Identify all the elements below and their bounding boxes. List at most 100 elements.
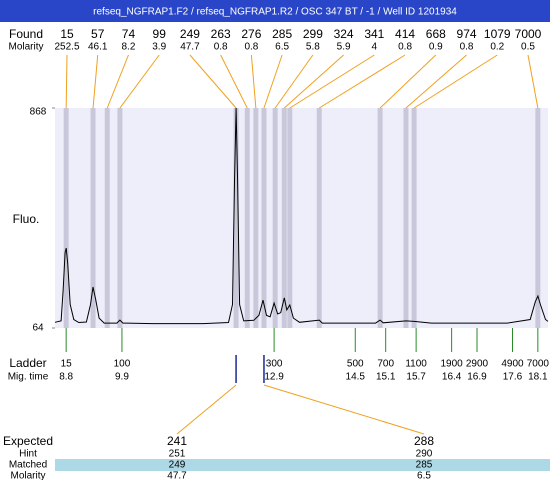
hint-label: Hint xyxy=(19,449,37,460)
found-size: 341 xyxy=(364,27,384,41)
found-molarity: 8.2 xyxy=(122,42,136,53)
expected-hint: 290 xyxy=(416,449,433,460)
ladder-time: 15.7 xyxy=(406,372,426,383)
found-molarity: 47.7 xyxy=(180,42,200,53)
found-size: 263 xyxy=(211,27,231,41)
expected-matched: 285 xyxy=(416,460,433,471)
found-molarity: 0.8 xyxy=(214,42,228,53)
peak-band xyxy=(281,108,287,328)
y-tick-label: 868 xyxy=(30,107,47,118)
peak-connector xyxy=(527,54,539,109)
mig-time-label: Mig. time xyxy=(8,372,49,383)
expected-size: 288 xyxy=(414,434,434,448)
peak-band xyxy=(253,108,259,328)
peak-band xyxy=(411,108,417,328)
found-molarity: 0.8 xyxy=(460,42,474,53)
peak-band xyxy=(244,108,250,328)
match-connector xyxy=(263,384,425,435)
peak-connector xyxy=(106,54,129,109)
matched-label: Matched xyxy=(9,460,47,471)
peak-band xyxy=(63,108,69,328)
expected-size: 241 xyxy=(167,434,187,448)
plot-area xyxy=(55,108,548,328)
ladder-label: Ladder xyxy=(9,356,46,370)
ladder-time: 16.9 xyxy=(467,372,487,383)
ladder-time: 16.4 xyxy=(442,372,462,383)
peak-connector xyxy=(274,54,314,109)
peak-connector xyxy=(250,54,257,109)
ladder-size: 700 xyxy=(377,359,394,370)
ladder-time: 17.6 xyxy=(503,372,523,383)
peak-band xyxy=(377,108,383,328)
ladder-size: 1100 xyxy=(405,359,427,370)
found-size: 299 xyxy=(303,27,323,41)
expected-matched: 249 xyxy=(169,460,186,471)
peak-connector xyxy=(220,54,248,109)
matched-row xyxy=(55,459,550,471)
found-size: 7000 xyxy=(515,27,542,41)
found-size: 324 xyxy=(334,27,354,41)
peak-band xyxy=(287,108,293,328)
found-molarity: 0.9 xyxy=(429,42,443,53)
peak-band xyxy=(535,108,541,328)
found-label: Found xyxy=(9,27,43,41)
ladder-size: 1900 xyxy=(441,359,464,370)
found-molarity: 0.8 xyxy=(398,42,412,53)
found-size: 414 xyxy=(395,27,415,41)
ladder-size: 300 xyxy=(266,359,283,370)
found-molarity: 0.8 xyxy=(244,42,258,53)
peak-band xyxy=(233,108,239,328)
ladder-size: 7000 xyxy=(527,359,550,370)
peak-connector xyxy=(65,54,68,109)
ladder-size: 100 xyxy=(114,359,131,370)
peak-band xyxy=(261,108,267,328)
peak-band xyxy=(272,108,278,328)
expected-label: Expected xyxy=(3,434,53,448)
found-molarity: 0.5 xyxy=(521,42,535,53)
found-size: 57 xyxy=(91,27,105,41)
ladder-time: 8.8 xyxy=(59,372,73,383)
peak-connector xyxy=(405,54,467,109)
found-size: 249 xyxy=(180,27,200,41)
y-tick-label: 64 xyxy=(32,323,44,334)
y-axis-label: Fluo. xyxy=(13,212,40,226)
found-molarity: 4 xyxy=(372,42,378,53)
peak-connector xyxy=(92,54,99,109)
ladder-size: 2900 xyxy=(466,359,489,370)
found-size: 1079 xyxy=(484,27,511,41)
found-size: 285 xyxy=(272,27,292,41)
chart-title: refseq_NGFRAP1.F2 / refseq_NGFRAP1.R2 / … xyxy=(93,7,457,18)
found-molarity: 6.5 xyxy=(275,42,289,53)
found-molarity: 46.1 xyxy=(88,42,108,53)
peak-band xyxy=(117,108,123,328)
found-size: 74 xyxy=(122,27,136,41)
peak-connector xyxy=(318,54,406,109)
ladder-time: 18.1 xyxy=(528,372,548,383)
ladder-time: 14.5 xyxy=(346,372,366,383)
found-molarity: 5.8 xyxy=(306,42,320,53)
ladder-time: 12.9 xyxy=(264,372,284,383)
ladder-time: 9.9 xyxy=(115,372,129,383)
peak-connector xyxy=(283,54,344,109)
ladder-size: 4900 xyxy=(501,359,524,370)
peak-connector xyxy=(289,54,375,109)
found-molarity: 0.2 xyxy=(490,42,504,53)
peak-band xyxy=(104,108,110,328)
found-size: 668 xyxy=(426,27,446,41)
title-bar xyxy=(0,0,550,22)
found-size: 99 xyxy=(153,27,167,41)
ladder-size: 15 xyxy=(61,359,73,370)
found-size: 974 xyxy=(457,27,477,41)
found-size: 276 xyxy=(241,27,261,41)
trace xyxy=(54,107,549,325)
found-molarity-label: Molarity xyxy=(8,42,43,53)
ladder-size: 500 xyxy=(347,359,364,370)
expected-molarity: 6.5 xyxy=(417,471,431,480)
peak-connector xyxy=(263,54,283,109)
found-molarity: 5.9 xyxy=(337,42,351,53)
expected-hint: 251 xyxy=(169,449,186,460)
found-size: 15 xyxy=(60,27,74,41)
peak-band xyxy=(403,108,409,328)
